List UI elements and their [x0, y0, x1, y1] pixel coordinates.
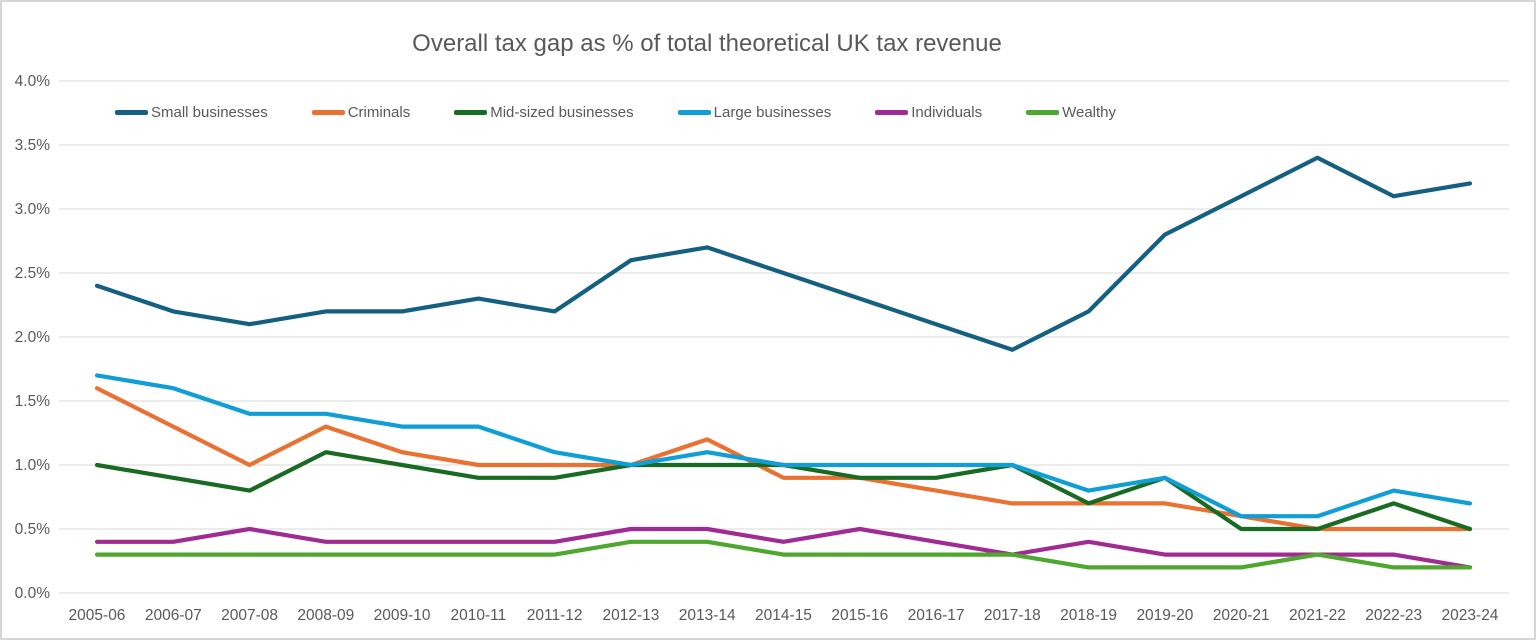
legend-swatch-mid-sized-businesses-icon	[454, 110, 488, 115]
x-tick-label: 2005-06	[69, 607, 126, 624]
x-tick-label: 2018-19	[1060, 607, 1117, 624]
legend-item-individuals: Individuals	[875, 104, 982, 121]
legend-swatch-criminals-icon	[311, 110, 345, 115]
x-tick-label: 2014-15	[755, 607, 812, 624]
x-tick-label: 2021-22	[1289, 607, 1346, 624]
x-tick-label: 2012-13	[602, 607, 659, 624]
y-tick-label: 2.0%	[15, 329, 51, 346]
x-tick-label: 2013-14	[679, 607, 736, 624]
legend-label-individuals: Individuals	[911, 104, 983, 121]
y-tick-label: 0.0%	[15, 585, 51, 602]
legend-label-large-businesses: Large businesses	[713, 104, 832, 121]
legend-item-criminals: Criminals	[311, 104, 411, 121]
legend-swatch-large-businesses-icon	[677, 110, 711, 115]
series-line-large-businesses	[94, 373, 1473, 519]
y-tick-label: 1.5%	[15, 393, 51, 410]
series-line-individuals	[94, 526, 1473, 570]
legend-label-wealthy: Wealthy	[1062, 104, 1117, 121]
x-tick-label: 2010-11	[451, 607, 507, 624]
y-tick-label: 1.0%	[15, 457, 51, 474]
x-tick-label: 2023-24	[1442, 607, 1499, 624]
x-tick-label: 2015-16	[831, 607, 888, 624]
legend-swatch-individuals-icon	[875, 110, 909, 115]
chart-legend: Small businesses Criminals Mid-sized bus…	[115, 104, 1116, 121]
legend-item-wealthy: Wealthy	[1026, 104, 1116, 121]
x-tick-label: 2022-23	[1365, 607, 1422, 624]
series-line-criminals	[94, 386, 1473, 532]
x-tick-label: 2007-08	[221, 607, 278, 624]
series-line-wealthy	[94, 539, 1473, 570]
chart-title: Overall tax gap as % of total theoretica…	[412, 30, 1002, 57]
legend-label-criminals: Criminals	[347, 104, 411, 121]
x-tick-label: 2006-07	[145, 607, 202, 624]
x-tick-label: 2019-20	[1136, 607, 1193, 624]
legend-item-mid-sized-businesses: Mid-sized businesses	[454, 104, 634, 121]
y-tick-label: 0.5%	[15, 521, 51, 538]
x-tick-label: 2009-10	[374, 607, 431, 624]
x-tick-label: 2011-12	[527, 607, 583, 624]
series-line-small-businesses	[94, 155, 1473, 352]
legend-item-small-businesses: Small businesses	[115, 104, 268, 121]
legend-item-large-businesses: Large businesses	[677, 104, 832, 121]
legend-label-small-businesses: Small businesses	[151, 104, 268, 121]
y-tick-label: 3.5%	[15, 137, 51, 154]
y-tick-label: 2.5%	[15, 265, 51, 282]
x-tick-label: 2017-18	[984, 607, 1041, 624]
y-tick-label: 4.0%	[15, 73, 51, 90]
y-tick-label: 3.0%	[15, 201, 51, 218]
legend-swatch-wealthy-icon	[1026, 110, 1060, 115]
x-tick-label: 2008-09	[297, 607, 354, 624]
x-tick-label: 2020-21	[1213, 607, 1270, 624]
legend-swatch-small-businesses-icon	[115, 110, 148, 115]
x-tick-label: 2016-17	[908, 607, 965, 624]
legend-label-mid-sized-businesses: Mid-sized businesses	[490, 104, 634, 121]
